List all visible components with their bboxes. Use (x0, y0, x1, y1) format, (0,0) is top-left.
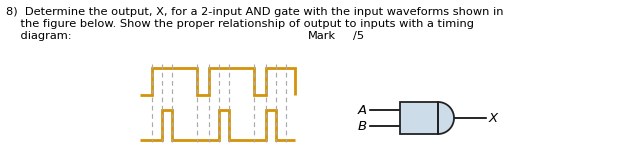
Text: A: A (358, 103, 367, 116)
Text: diagram:: diagram: (6, 31, 72, 41)
Text: B: B (358, 120, 367, 133)
Text: 8)  Determine the output, X, for a 2-input AND gate with the input waveforms sho: 8) Determine the output, X, for a 2-inpu… (6, 7, 503, 17)
Text: the figure below. Show the proper relationship of output to inputs with a timing: the figure below. Show the proper relati… (6, 19, 474, 29)
Text: X: X (489, 112, 498, 124)
Text: Mark: Mark (308, 31, 336, 41)
Text: /5: /5 (353, 31, 364, 41)
Polygon shape (400, 102, 454, 134)
